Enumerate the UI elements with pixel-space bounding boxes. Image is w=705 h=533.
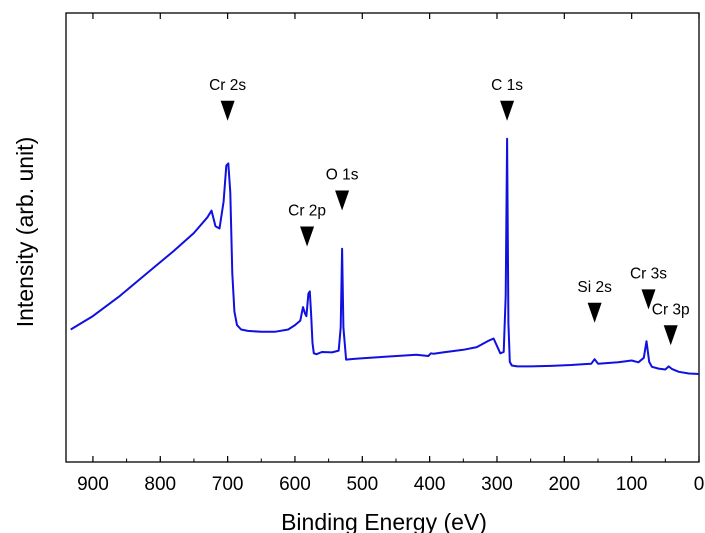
peak-marker-triangle bbox=[663, 325, 678, 346]
peak-annotation: Cr 2p bbox=[288, 202, 326, 247]
peak-label: Si 2s bbox=[577, 279, 612, 296]
peak-annotation: Cr 2s bbox=[209, 77, 246, 121]
peak-annotation: Cr 3p bbox=[652, 301, 690, 346]
x-tick-label: 300 bbox=[481, 474, 513, 495]
x-axis-ticks: 900 800 700 600 500 400 300 200 100 0 bbox=[77, 13, 704, 495]
spectrum-line-0 bbox=[70, 137, 700, 375]
x-tick-label: 200 bbox=[548, 474, 580, 495]
peak-marker-triangle bbox=[300, 226, 315, 247]
x-tick-label: 800 bbox=[144, 474, 176, 495]
series-layer bbox=[70, 137, 700, 375]
x-tick-label: 700 bbox=[212, 474, 244, 495]
peak-annotation: O 1s bbox=[326, 167, 359, 211]
peak-label: Cr 3s bbox=[630, 265, 667, 282]
x-tick-label: 500 bbox=[346, 474, 378, 495]
peak-annotation: Cr 3s bbox=[630, 265, 667, 310]
peak-label: Cr 3p bbox=[652, 301, 690, 318]
x-tick-label: 0 bbox=[694, 474, 705, 495]
plot-frame bbox=[65, 12, 700, 463]
peak-marker-triangle bbox=[220, 100, 235, 121]
x-tick-label: 100 bbox=[616, 474, 648, 495]
x-tick-label: 600 bbox=[279, 474, 311, 495]
peak-annotation: Si 2s bbox=[577, 279, 612, 323]
peak-marker-triangle bbox=[587, 302, 602, 323]
peak-label: Cr 2s bbox=[209, 77, 246, 94]
x-tick-label: 900 bbox=[77, 474, 109, 495]
peak-label: O 1s bbox=[326, 167, 359, 184]
peak-marker-triangle bbox=[335, 190, 350, 211]
peak-annotations: Cr 2s Cr 2p O 1s C 1s Si 2s Cr 3s Cr 3p bbox=[209, 77, 690, 346]
x-tick-label: 400 bbox=[414, 474, 446, 495]
plot-border bbox=[65, 12, 700, 463]
x-axis-title: Binding Energy (eV) bbox=[281, 509, 487, 533]
peak-label: Cr 2p bbox=[288, 202, 326, 219]
peak-annotation: C 1s bbox=[491, 77, 523, 121]
peak-marker-triangle bbox=[641, 289, 656, 310]
peak-marker-triangle bbox=[500, 100, 515, 121]
y-axis-title: Intensity (arb. unit) bbox=[12, 137, 38, 327]
peak-label: C 1s bbox=[491, 77, 523, 94]
